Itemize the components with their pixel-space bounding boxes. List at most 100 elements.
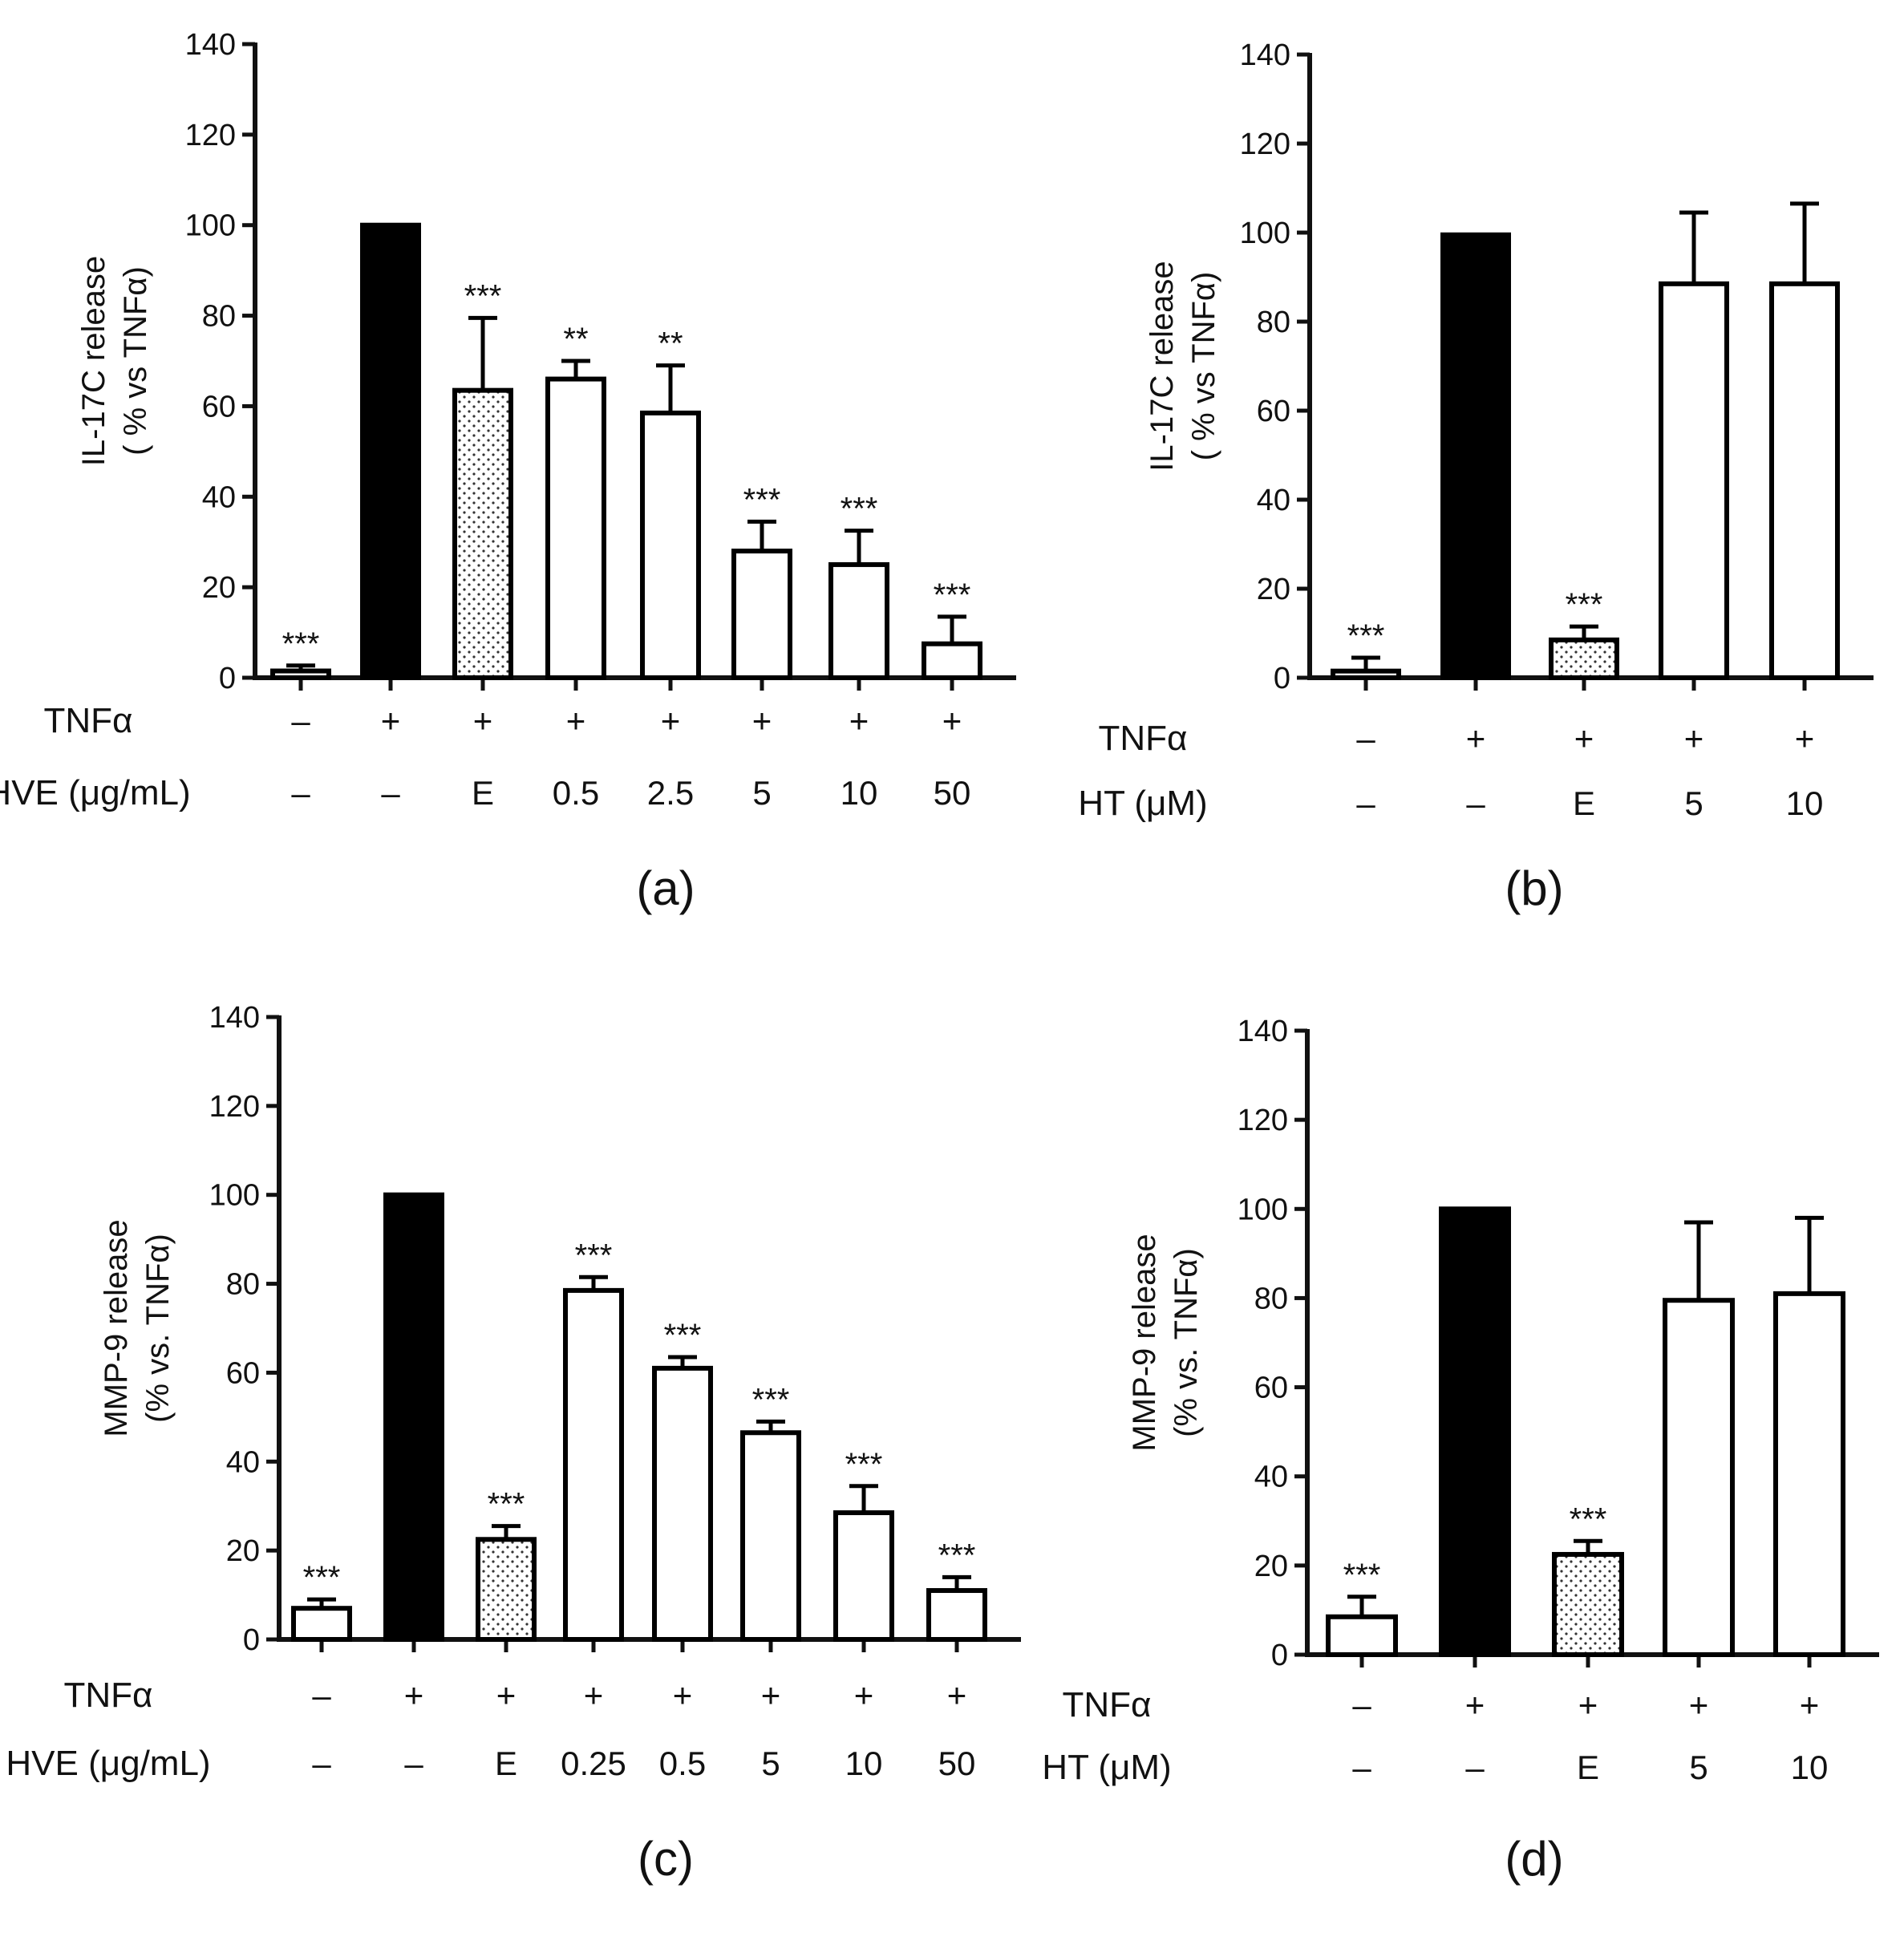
y-tick-label: 40 <box>226 1445 260 1479</box>
chart-panel-a: 0 20 40 60 80 100 120 140 IL-17C release( % vs T… <box>0 28 1016 915</box>
condition-row-label: HT (μM) <box>1078 784 1207 823</box>
condition-cell: 10 <box>845 1745 883 1782</box>
condition-cell: – <box>1466 784 1485 822</box>
bar <box>1331 668 1401 680</box>
y-tick-label: 140 <box>1238 1015 1288 1048</box>
condition-row-label: TNFα <box>44 701 133 740</box>
condition-cell: 10 <box>1791 1749 1829 1786</box>
y-axis-label: IL-17C release <box>76 256 111 466</box>
bar <box>833 1510 894 1642</box>
condition-cell: + <box>584 1676 604 1714</box>
condition-cell: E <box>1577 1749 1599 1786</box>
condition-row-label: TNFα <box>64 1676 153 1715</box>
condition-cell: E <box>495 1745 517 1782</box>
y-tick-label: 0 <box>1274 662 1290 695</box>
y-tick-label: 100 <box>1240 217 1290 250</box>
condition-row-label: TNFα <box>1063 1685 1152 1724</box>
significance-label: *** <box>934 577 971 613</box>
bar <box>1773 1291 1845 1658</box>
bar <box>640 410 701 681</box>
condition-cell: + <box>496 1676 517 1714</box>
significance-label: *** <box>752 1382 790 1417</box>
condition-cell: + <box>947 1676 967 1714</box>
y-tick-label: 140 <box>209 1001 260 1035</box>
significance-label: ** <box>658 326 683 362</box>
significance-label: *** <box>488 1487 525 1522</box>
condition-cell: – <box>1352 1686 1371 1724</box>
y-axis-label: MMP-9 release <box>1127 1234 1162 1451</box>
significance-label: *** <box>845 1447 883 1482</box>
significance-label: *** <box>743 482 781 517</box>
condition-cell: + <box>761 1676 781 1714</box>
significance-label: *** <box>938 1538 976 1573</box>
condition-cell: + <box>854 1676 874 1714</box>
condition-cell: 0.25 <box>561 1745 626 1782</box>
y-tick-label: 0 <box>243 1623 260 1657</box>
bar <box>1769 281 1840 680</box>
bar <box>731 549 792 680</box>
condition-row-label: HT (μM) <box>1042 1748 1171 1787</box>
bar <box>652 1365 713 1643</box>
condition-cell: – <box>1356 784 1375 822</box>
y-tick-label: 140 <box>185 28 236 62</box>
y-axis-label: MMP-9 release <box>99 1219 134 1437</box>
condition-cell: – <box>291 774 310 812</box>
condition-cell: 5 <box>761 1745 780 1782</box>
condition-row-label: HVE (μg/mL) <box>6 1744 210 1783</box>
condition-cell: – <box>312 1676 331 1714</box>
chart-panel-b: 0 20 40 60 80 100 120 140 IL-17C release( % vs T… <box>1078 38 1874 915</box>
bar <box>926 1588 987 1642</box>
y-axis-label: IL-17C release <box>1144 261 1180 471</box>
condition-cell: + <box>942 702 962 740</box>
y-tick-label: 60 <box>202 390 236 423</box>
condition-cell: – <box>312 1745 331 1782</box>
significance-label: *** <box>1570 1501 1607 1537</box>
panel-label: (b) <box>1505 861 1563 915</box>
y-tick-label: 20 <box>1257 573 1290 606</box>
y-tick-label: 80 <box>1257 306 1290 339</box>
bar <box>1439 1206 1511 1658</box>
y-tick-label: 100 <box>209 1179 260 1213</box>
y-tick-label: 60 <box>1257 395 1290 428</box>
significance-label: *** <box>1343 1558 1381 1593</box>
condition-cell: 10 <box>1786 784 1824 822</box>
panel-label: (c) <box>638 1832 694 1886</box>
condition-cell: + <box>566 702 586 740</box>
significance-label: *** <box>841 492 878 527</box>
condition-cell: + <box>1795 719 1815 757</box>
condition-cell: + <box>673 1676 693 1714</box>
y-tick-label: 100 <box>185 209 236 243</box>
y-tick-label: 80 <box>202 300 236 334</box>
significance-label: *** <box>464 278 502 314</box>
y-tick-label: 120 <box>1240 128 1290 161</box>
bar <box>383 1192 444 1642</box>
panel-label: (a) <box>636 861 695 915</box>
chart-panel-d: 0 20 40 60 80 100 120 140 MMP-9 release (% vs. TN… <box>1042 1015 1879 1886</box>
condition-cell: E <box>472 774 494 812</box>
chart-panel-c: 0 20 40 60 80 100 120 140 MMP-9 release (% vs. TN… <box>6 1001 1021 1886</box>
significance-label: *** <box>575 1238 613 1273</box>
condition-cell: – <box>1352 1749 1371 1786</box>
bar <box>452 387 513 680</box>
condition-cell: E <box>1573 784 1595 822</box>
condition-cell: 5 <box>752 774 771 812</box>
condition-cell: 5 <box>1689 1749 1708 1786</box>
condition-cell: + <box>1578 1686 1598 1724</box>
y-axis-label: ( % vs TNFα) <box>1186 272 1221 461</box>
y-tick-label: 100 <box>1238 1193 1288 1226</box>
bar <box>1663 1298 1735 1657</box>
significance-label: *** <box>282 626 320 662</box>
y-tick-label: 20 <box>1254 1550 1288 1583</box>
bar <box>476 1537 537 1643</box>
condition-cell: 10 <box>841 774 878 812</box>
significance-label: *** <box>303 1560 341 1595</box>
y-tick-label: 80 <box>226 1268 260 1302</box>
y-tick-label: 20 <box>202 571 236 605</box>
condition-row-label: HVE (μg/mL) <box>0 773 191 812</box>
significance-label: *** <box>664 1318 702 1353</box>
y-tick-label: 60 <box>1254 1372 1288 1405</box>
condition-cell: – <box>1465 1749 1485 1786</box>
condition-cell: – <box>381 774 400 812</box>
y-tick-label: 120 <box>1238 1104 1288 1137</box>
